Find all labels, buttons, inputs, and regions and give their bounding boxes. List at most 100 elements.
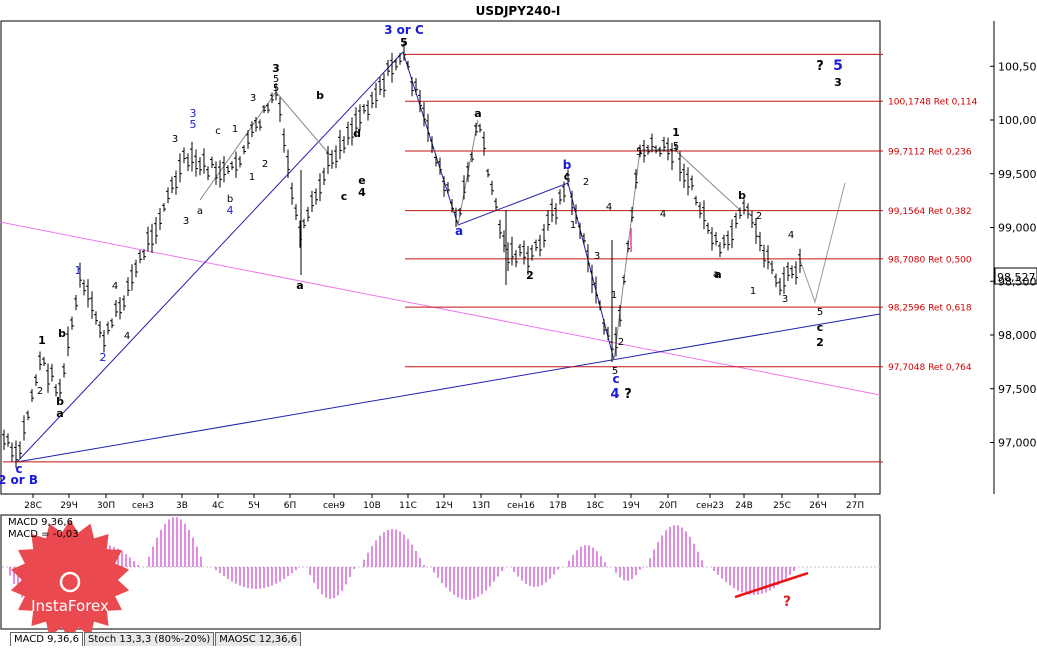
price-bar: [38, 351, 42, 371]
price-bar: [666, 137, 670, 161]
price-bar: [390, 52, 394, 83]
price-bar: [474, 122, 478, 136]
price-bar: [654, 145, 658, 154]
price-bar: [450, 199, 454, 213]
fib-label: 98,7080 Ret 0,500: [888, 255, 972, 265]
price-bar: [606, 326, 610, 341]
logo-text: InstaForex: [31, 597, 109, 615]
price-bar: [790, 265, 794, 279]
price-bar: [286, 149, 290, 178]
wave-label-minor: 3: [183, 216, 189, 227]
price-bar: [490, 180, 494, 195]
wave-label-minor: 3: [172, 134, 178, 145]
price-bar: [182, 147, 186, 164]
wave-label-minor: a: [56, 407, 63, 420]
wave-label-minor: 5: [817, 307, 823, 318]
price-bar: [210, 156, 214, 169]
wave-label-minor: 1: [38, 334, 46, 347]
price-tick-label: 97,500: [998, 383, 1037, 396]
price-bar: [282, 128, 286, 153]
chart-title: USDJPY240-I: [476, 4, 561, 18]
price-bar: [710, 227, 714, 251]
price-tick-label: 98,000: [998, 329, 1037, 342]
price-bar: [598, 300, 602, 311]
price-bar: [330, 149, 334, 169]
price-bar: [782, 266, 786, 294]
price-bar: [398, 53, 402, 65]
price-bar: [206, 166, 210, 181]
price-bar: [658, 146, 662, 157]
wave-label-minor: 5: [400, 36, 408, 49]
macd-divergence-line: [734, 571, 809, 599]
wave-label-minor: 2: [37, 386, 43, 397]
date-tick-label: 4С: [212, 501, 224, 511]
price-bar: [194, 149, 198, 177]
price-bar: [554, 203, 558, 225]
wave-label-minor: 3: [834, 76, 842, 89]
wave-label-major: c: [15, 462, 22, 476]
instaforex-logo: InstaForex: [10, 520, 130, 640]
price-bar: [514, 250, 518, 268]
price-bar: [466, 161, 470, 182]
price-bar: [642, 139, 646, 163]
price-bar: [626, 240, 630, 253]
price-bar: [366, 100, 370, 121]
tab-maosc[interactable]: MAOSC 12,36,6: [215, 632, 302, 646]
price-bar: [178, 153, 182, 183]
price-bar: [734, 212, 738, 229]
price-bar: [158, 207, 162, 231]
price-bar: [218, 160, 222, 188]
price-bar: [406, 60, 410, 70]
price-bar: [694, 195, 698, 206]
tab-macd[interactable]: MACD 9,36,6: [10, 632, 83, 646]
price-bar: [526, 245, 530, 276]
price-bar: [26, 410, 30, 421]
price-bar: [754, 217, 758, 244]
price-bar: [370, 91, 374, 109]
fib-label: 97,7048 Ret 0,764: [888, 363, 972, 373]
macd-value: MACD = -0,03: [8, 529, 79, 540]
wave-label-minor: 4: [660, 209, 666, 220]
price-bar: [550, 198, 554, 223]
price-bar: [614, 326, 618, 357]
price-bar: [154, 216, 158, 244]
date-tick-label: сен23: [696, 501, 724, 511]
wave-label-minor: 5: [273, 74, 279, 85]
price-bar: [482, 131, 486, 156]
price-bar: [294, 204, 298, 221]
price-bar: [690, 175, 694, 191]
wave-label-major: 4: [610, 387, 619, 402]
price-bar: [634, 168, 638, 189]
indicator-tabs: MACD 9,36,6 Stoch 13,3,3 (80%-20%) MAOSC…: [10, 632, 302, 646]
price-bar: [726, 230, 730, 251]
price-bar: [354, 107, 358, 138]
price-bar: [742, 199, 746, 215]
wave-label-minor: 2: [816, 336, 824, 349]
date-tick-label: 6П: [284, 501, 297, 511]
price-bar: [566, 169, 570, 187]
price-bar: [70, 316, 74, 330]
gray-wave-line: [613, 149, 741, 361]
price-bar: [82, 279, 86, 296]
wave-label-major: 3 or C: [384, 23, 424, 37]
price-bar: [14, 440, 18, 468]
price-bar: [438, 157, 442, 175]
price-bar: [746, 203, 750, 219]
price-bar: [570, 190, 574, 216]
wave-label-minor: 5: [636, 147, 642, 158]
date-tick-label: сен9: [323, 501, 345, 511]
price-bar: [622, 275, 626, 285]
wave-label-minor: 5: [273, 83, 279, 94]
price-bar: [638, 144, 642, 158]
price-bar: [302, 218, 306, 229]
wave-label-minor: a: [197, 206, 203, 217]
price-bar: [266, 103, 270, 114]
price-bar: [326, 146, 330, 174]
price-bar: [402, 41, 406, 61]
price-bar: [250, 121, 254, 138]
wave-label-minor: 5: [612, 366, 618, 377]
tab-stoch[interactable]: Stoch 13,3,3 (80%-20%): [83, 632, 215, 646]
price-bar: [678, 151, 682, 182]
price-bar: [670, 142, 674, 171]
date-tick-label: 10В: [363, 501, 381, 511]
